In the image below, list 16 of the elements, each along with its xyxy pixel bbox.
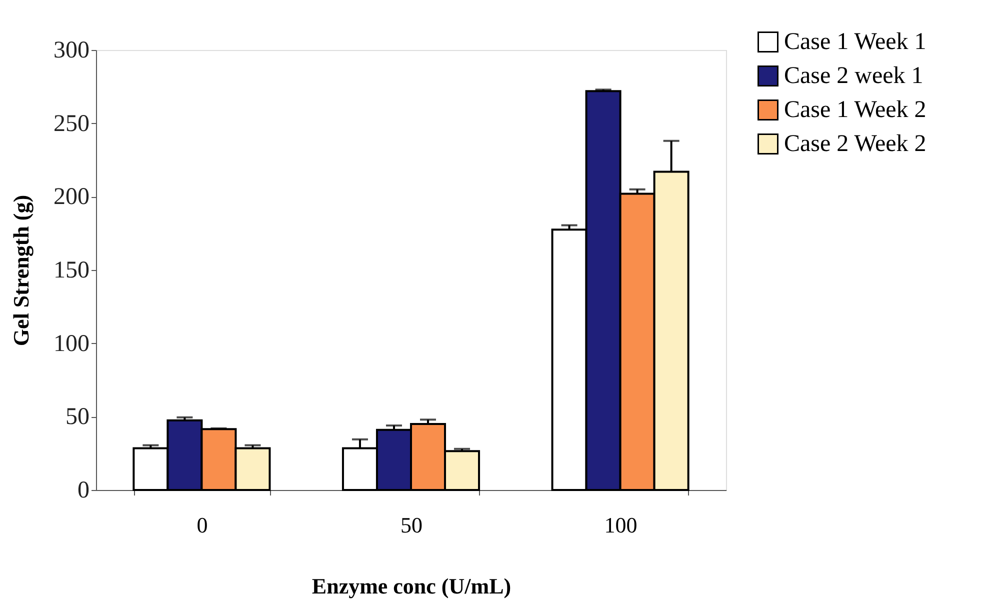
x-tick-label: 50 bbox=[400, 512, 422, 538]
y-tick-label: 100 bbox=[54, 330, 90, 357]
x-tick-label: 100 bbox=[604, 512, 638, 538]
y-tick-label: 300 bbox=[54, 38, 90, 64]
y-tick-label: 50 bbox=[66, 404, 90, 430]
y-tick-label: 0 bbox=[78, 478, 90, 504]
y-tick-label: 200 bbox=[54, 184, 90, 210]
x-tick-label: 0 bbox=[196, 512, 208, 538]
y-axis-title: Gel Strength (g) bbox=[8, 194, 34, 346]
x-axis-title: Enzyme conc (U/mL) bbox=[312, 574, 512, 598]
legend-label: Case 1 Week 2 bbox=[784, 97, 926, 123]
y-tick-label: 250 bbox=[54, 110, 90, 137]
legend-label: Case 2 week 1 bbox=[784, 63, 924, 89]
y-tick-label: 150 bbox=[54, 258, 90, 284]
legend-label: Case 2 Week 2 bbox=[784, 131, 926, 157]
legend-label: Case 1 Week 1 bbox=[784, 29, 926, 55]
